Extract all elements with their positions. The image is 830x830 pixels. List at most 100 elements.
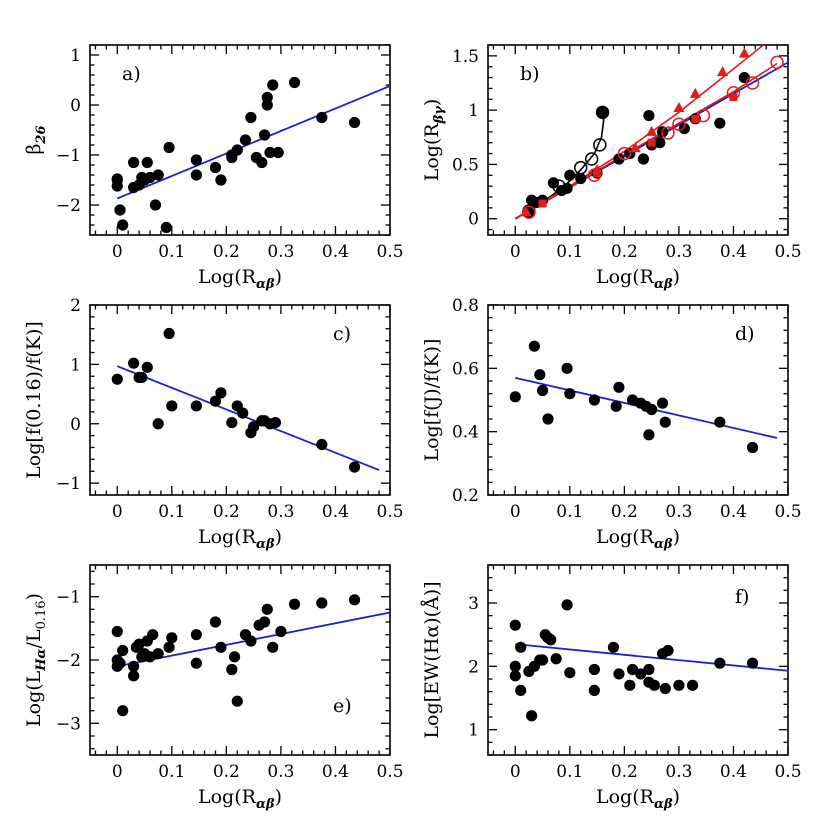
- data-point: [160, 221, 172, 234]
- y-tick-label: 1: [468, 721, 479, 741]
- data-point: [588, 663, 600, 676]
- data-point: [239, 134, 252, 146]
- x-axis-label: Log(Rαβ): [596, 266, 680, 292]
- x-tick-label: 0: [510, 502, 521, 522]
- model-triangle: [646, 125, 658, 136]
- y-axis-label: Log[EW(Hα)(Å)]: [421, 581, 443, 738]
- data-point: [635, 668, 647, 680]
- data-layer: [111, 327, 380, 473]
- data-point: [147, 629, 159, 641]
- data-point: [267, 79, 279, 91]
- data-point: [613, 381, 625, 393]
- data-point: [190, 400, 202, 412]
- y-axis-label: β26: [23, 125, 49, 154]
- model-square: [647, 138, 656, 147]
- data-point: [209, 395, 222, 407]
- panel-f: 0 0.1 0.2 0.3 0.4 0.5 1 2 3 Log(Rαβ) Log[EW(Hα)(Å)…: [421, 564, 802, 812]
- data-point: [526, 710, 538, 722]
- fit-line: [116, 85, 390, 200]
- data-point: [509, 619, 521, 631]
- x-axis-label: Log(Rαβ): [198, 786, 282, 812]
- data-point: [128, 156, 140, 169]
- data-point: [316, 438, 328, 451]
- data-point: [245, 111, 257, 124]
- data-point: [190, 154, 202, 166]
- x-tick-label: 0.1: [158, 762, 185, 782]
- plot-frame: [487, 44, 789, 236]
- y-tick-label: 0.4: [452, 423, 479, 443]
- model-point: [770, 55, 784, 70]
- model-triangle: [717, 66, 729, 77]
- x-axis-label: Log(Rαβ): [198, 526, 282, 552]
- panel-b: 0 0.1 0.2 0.3 0.4 0.5 0 0.5 1 1.5 Log(Rαβ) Log(Rβγ)…: [421, 44, 802, 292]
- model-curve: [514, 45, 765, 220]
- data-point: [662, 644, 674, 657]
- x-tick-label: 0.4: [322, 242, 349, 262]
- data-point: [534, 369, 546, 381]
- data-layer: [111, 76, 390, 234]
- x-tick-label: 0.1: [158, 502, 185, 522]
- model-point: [672, 117, 686, 132]
- data-point: [111, 173, 123, 185]
- data-point: [564, 667, 576, 679]
- data-point: [288, 598, 301, 610]
- data-point: [128, 357, 140, 369]
- data-layer: [111, 594, 390, 717]
- data-point: [509, 670, 521, 682]
- data-point: [654, 137, 666, 149]
- model-triangle: [673, 101, 685, 112]
- model-square: [593, 169, 602, 178]
- model-point: [573, 160, 588, 175]
- data-point: [117, 705, 129, 717]
- data-point: [659, 416, 671, 428]
- x-tick-label: 0.2: [611, 502, 638, 522]
- data-layer: [514, 45, 788, 220]
- data-point: [509, 660, 521, 672]
- model-point: [661, 126, 675, 140]
- x-tick-label: 0.3: [665, 502, 692, 522]
- x-tick-label: 0.3: [267, 242, 294, 262]
- data-point: [610, 400, 622, 412]
- data-point: [136, 371, 148, 384]
- y-tick-label: 0.5: [452, 155, 479, 175]
- data-point: [515, 641, 527, 653]
- panel-tag: a): [122, 63, 141, 85]
- y-axis-label: Log(LHα/L0.16): [23, 593, 49, 727]
- y-tick-label: 0.8: [452, 296, 479, 316]
- data-layer: [509, 340, 778, 454]
- data-point: [288, 76, 301, 89]
- x-tick-label: 0.1: [556, 762, 583, 782]
- data-point: [686, 679, 699, 691]
- panel-tag: e): [333, 695, 352, 717]
- data-point: [624, 679, 636, 691]
- x-tick-label: 0.5: [774, 502, 801, 522]
- data-point: [152, 648, 164, 660]
- x-tick-label: 0: [510, 762, 521, 782]
- data-point: [561, 362, 573, 374]
- data-point: [272, 146, 284, 159]
- data-point: [746, 657, 759, 669]
- x-tick-label: 0.4: [322, 762, 349, 782]
- data-point: [190, 169, 202, 181]
- x-tick-label: 0: [510, 242, 521, 262]
- panel-a: 0 0.1 0.2 0.3 0.4 0.5 −2 −1 0 1 Log(Rαβ) β26 a): [23, 44, 404, 292]
- data-point: [275, 625, 287, 638]
- data-point: [163, 141, 175, 154]
- y-tick-label: −3: [56, 714, 81, 734]
- data-point: [237, 407, 249, 419]
- data-point: [245, 635, 257, 647]
- y-tick-label: −1: [56, 146, 81, 166]
- data-point: [117, 644, 129, 657]
- data-point: [114, 657, 126, 669]
- data-point: [575, 172, 587, 185]
- y-tick-label: −2: [56, 196, 81, 216]
- x-tick-label: 0.3: [665, 242, 692, 262]
- model-triangle: [689, 87, 701, 98]
- y-tick-label: −2: [56, 651, 81, 671]
- fit-line: [515, 643, 788, 672]
- data-point: [149, 199, 162, 211]
- data-point: [643, 109, 655, 122]
- model-square: [691, 114, 700, 123]
- data-point: [141, 361, 153, 373]
